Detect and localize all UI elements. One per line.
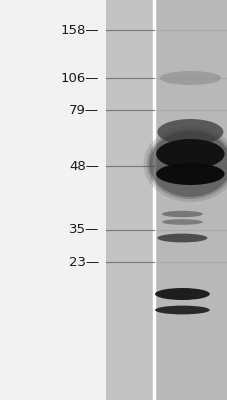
Text: 106—: 106— — [60, 72, 99, 84]
Ellipse shape — [154, 288, 209, 300]
Ellipse shape — [161, 219, 202, 225]
Ellipse shape — [155, 163, 224, 185]
Ellipse shape — [143, 126, 227, 202]
Ellipse shape — [157, 119, 222, 145]
Text: 158—: 158— — [60, 24, 99, 36]
Ellipse shape — [159, 71, 220, 85]
Text: 35—: 35— — [69, 224, 99, 236]
Text: 23—: 23— — [69, 256, 99, 268]
Text: 79—: 79— — [69, 104, 99, 116]
Ellipse shape — [149, 131, 227, 197]
Bar — [106, 0, 154, 400]
Text: 48—: 48— — [69, 160, 99, 172]
Bar — [155, 0, 227, 400]
Ellipse shape — [146, 129, 227, 199]
Ellipse shape — [154, 306, 209, 314]
Ellipse shape — [155, 139, 224, 169]
Ellipse shape — [161, 211, 202, 217]
Ellipse shape — [157, 234, 207, 242]
